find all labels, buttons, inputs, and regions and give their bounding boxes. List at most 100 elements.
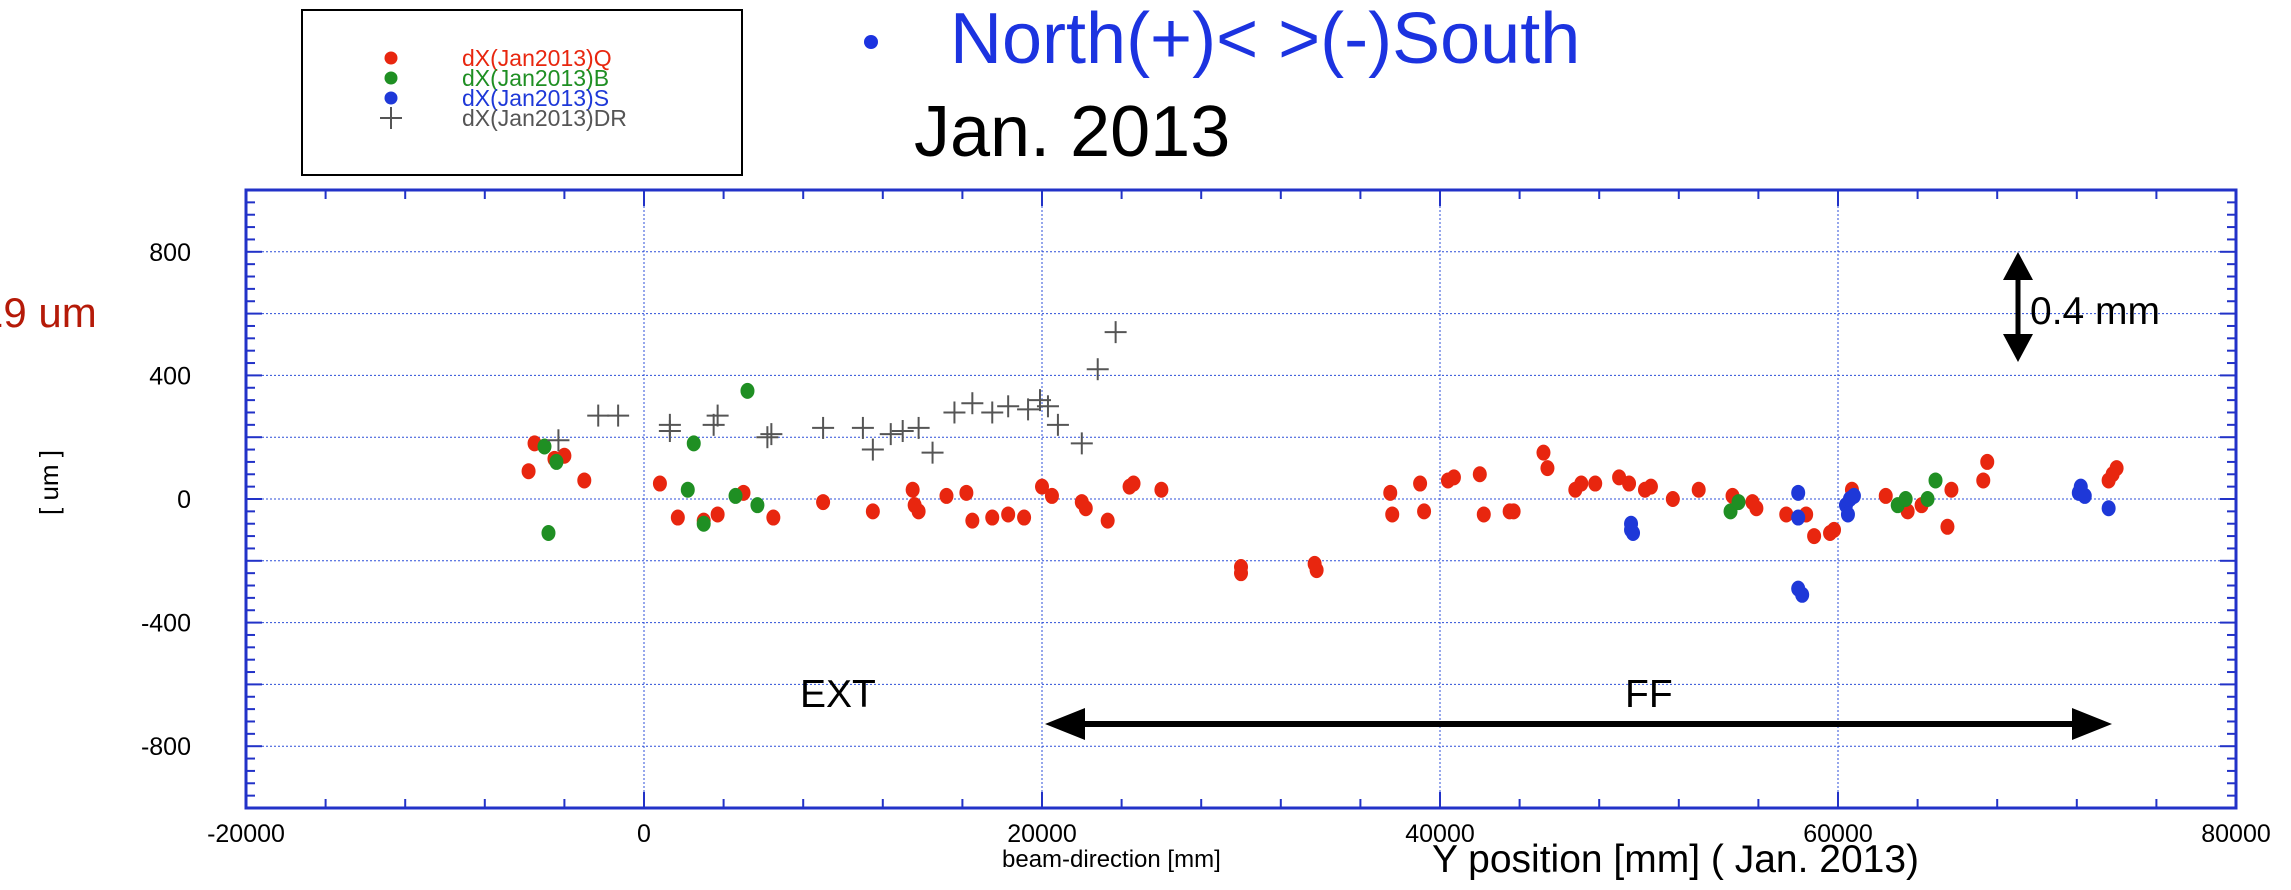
data-point [1086,358,1109,381]
data-point [943,401,966,424]
data-point [812,416,835,439]
data-point [750,497,765,514]
data-point [587,404,610,427]
data-point [537,438,552,455]
data-point [1846,487,1861,504]
data-point [1976,472,1991,489]
data-point [879,423,902,446]
data-point [541,524,556,541]
legend-item: dX(Jan2013)S [384,85,609,111]
legend: dX(Jan2013)QdX(Jan2013)BdX(Jan2013)SdX(J… [301,9,743,176]
data-point [1385,506,1400,523]
y-tick-label: 800 [149,239,191,267]
legend-label: dX(Jan2013)DR [462,105,627,131]
series-dx-jan2013-b [537,382,1943,541]
data-point [907,416,930,439]
data-point [1643,478,1658,495]
data-point [680,481,695,498]
data-point [921,441,944,464]
series-dx-jan2013-s [1624,478,2116,603]
data-point [1036,395,1059,418]
chart-title: Jan. 2013 [914,92,1230,172]
data-point [686,435,701,452]
data-point [1126,475,1141,492]
legend-label: dX(Jan2013)B [462,65,609,91]
data-point [1446,469,1461,486]
y-tick-label: -800 [141,733,191,761]
data-point [861,438,884,461]
bullet-dot [864,35,878,49]
data-point [1980,453,1995,470]
data-point [1779,506,1794,523]
data-point [905,481,920,498]
data-point [652,475,667,492]
data-point [1383,484,1398,501]
data-point [1104,321,1127,344]
data-point [2109,460,2124,477]
data-point [1417,503,1432,520]
data-point [670,509,685,526]
data-point [1940,518,1955,535]
scale-arrow [2003,252,2033,362]
data-point [2077,487,2092,504]
x-tick-label: 40000 [1405,820,1475,848]
data-point [997,395,1020,418]
legend-box [301,9,743,176]
series-dx-jan2013-dr [547,321,1127,464]
data-point [760,423,783,446]
bullet-text: North(+)< >(-)South [950,0,1580,79]
data-point [710,506,725,523]
data-point [1044,487,1059,504]
data-point [1827,521,1842,538]
data-point [1807,528,1822,545]
y-tick-label: 400 [149,362,191,390]
data-point [1540,460,1555,477]
data-point [1234,565,1248,582]
y-axis-label: [ um ] [34,450,64,515]
y-position-label: Y position [mm] ( Jan. 2013) [1432,838,1919,881]
legend-marker [384,91,398,105]
data-point [756,426,779,449]
legend-marker [384,51,398,65]
data-point [961,392,984,415]
data-point [1626,524,1641,541]
data-point [1749,500,1764,517]
data-point [1506,503,1521,520]
data-point [1928,472,1943,489]
legend-label: dX(Jan2013)Q [462,45,612,71]
data-point [911,503,926,520]
x-tick-label: -20000 [207,820,285,848]
y-tick-label: 0 [177,486,191,514]
data-point [1154,481,1169,498]
data-point [1536,444,1551,461]
data-point [702,413,725,436]
data-point [1472,466,1487,483]
data-point [865,503,880,520]
data-point [1574,475,1589,492]
x-tick-label: 20000 [1007,820,1077,848]
data-point [728,487,743,504]
data-point [1731,494,1746,511]
x-axis-label: beam-direction [mm] [1002,846,1221,873]
data-point [1691,481,1706,498]
data-point [1898,491,1913,507]
data-point [939,487,954,504]
scale-label: 0.4 mm [2030,290,2160,333]
data-point [1001,506,1016,523]
data-point [1476,506,1491,523]
data-point [1791,484,1806,501]
data-point [959,484,974,501]
legend-item: dX(Jan2013)Q [384,45,612,71]
data-point [985,509,1000,526]
data-point [1035,478,1049,495]
plot-frame [244,188,2238,810]
data-point [1840,506,1855,523]
plot-area: 800 400 0 -400 -800 -20000 0 20000 40000 60000 800… [141,188,2271,848]
ff-range-arrow [1045,708,2112,740]
data-point [549,453,564,470]
x-tick-label: 80000 [2201,820,2271,848]
data-point [547,429,570,452]
data-point [851,416,874,439]
data-point [2101,500,2116,517]
